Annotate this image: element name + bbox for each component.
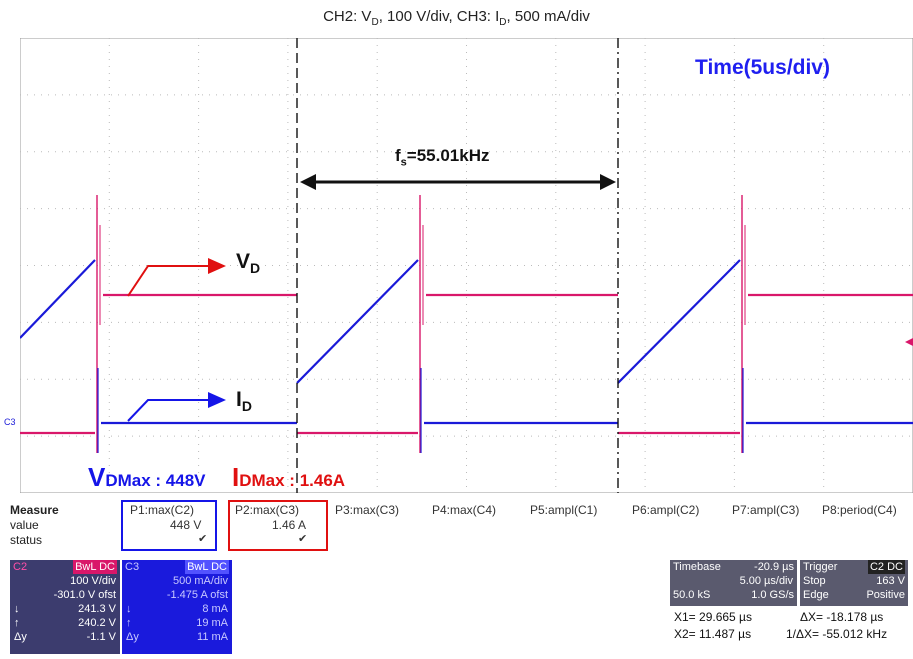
vd-pointer-head — [208, 258, 226, 274]
c3-channel-panel[interactable]: C3 BwL DC 500 mA/div -1.475 A ofst ↓ 8 mA… — [122, 560, 232, 654]
c2-offset: -301.0 V ofst — [53, 589, 116, 601]
timebase-delay: -20.9 µs — [754, 561, 794, 573]
cursor-inv-dx: 1/ΔX= -55.012 kHz — [786, 627, 888, 641]
trigger-panel[interactable]: Trigger C2 DC Stop 163 V Edge Positive — [800, 560, 908, 606]
c3-name: C3 — [125, 561, 140, 573]
timebase-samples: 50.0 kS — [673, 589, 711, 601]
measure-p2-label[interactable]: P2:max(C3) — [235, 503, 300, 517]
measure-p3-label[interactable]: P3:max(C3) — [335, 503, 400, 517]
trigger-type: Edge — [803, 589, 829, 601]
c2-name: C2 — [13, 561, 28, 573]
measure-p2-status-icon: ✔ — [298, 533, 308, 545]
id-trace-ramp — [617, 259, 741, 384]
c3-cursor-up-icon: ↑ — [126, 617, 132, 629]
vd-trace-label: VD — [236, 250, 261, 277]
trigger-level-marker — [905, 338, 913, 346]
p2-highlight-box — [228, 500, 328, 551]
time-scale-label: Time(5us/div) — [695, 56, 830, 79]
id-pointer-head — [208, 392, 226, 408]
id-trace-ramp — [20, 259, 96, 339]
traces — [20, 195, 913, 453]
c3-scale: 500 mA/div — [172, 575, 228, 587]
c2-delta-label: Δy — [14, 631, 27, 643]
c3-channel-marker: C3 — [4, 417, 16, 427]
timebase-div: 5.00 µs/div — [739, 575, 793, 587]
measure-p4-label[interactable]: P4:max(C4) — [432, 503, 497, 517]
id-pointer-line — [127, 399, 210, 422]
measure-p1-value: 448 V — [170, 518, 202, 532]
c3-offset: -1.475 A ofst — [166, 589, 228, 601]
period-arrow-left-head — [300, 174, 316, 190]
timebase-label: Timebase — [673, 561, 721, 573]
c2-channel-panel[interactable]: C2 BwL DC 100 V/div -301.0 V ofst ↓ 241.3… — [10, 560, 120, 654]
measure-row-value: value — [10, 518, 39, 532]
c2-cursor2: 240.2 V — [78, 617, 116, 629]
cursor-x2: X2= 11.487 µs — [674, 627, 752, 641]
cursor-x1: X1= 29.665 µs — [674, 610, 752, 624]
c3-delta: 11 mA — [197, 631, 228, 643]
frequency-label: fs=55.01kHz — [395, 146, 490, 169]
c3-cursor-down-icon: ↓ — [126, 603, 132, 615]
id-max-annotation: IDMax : 1.46A — [232, 462, 346, 492]
trigger-slope: Positive — [866, 589, 905, 601]
measure-p5-label[interactable]: P5:ampl(C1) — [530, 503, 598, 517]
c3-cursor2: 19 mA — [196, 617, 228, 629]
period-arrow-right-head — [600, 174, 616, 190]
measure-p2-value: 1.46 A — [272, 518, 307, 532]
trigger-label: Trigger — [803, 561, 838, 573]
c3-delta-label: Δy — [126, 631, 139, 643]
id-trace-ramp — [296, 259, 419, 384]
p1-highlight-box — [121, 500, 217, 551]
c3-badge: BwL DC — [185, 560, 229, 574]
c2-delta: -1.1 V — [86, 631, 116, 643]
timebase-panel[interactable]: Timebase -20.9 µs 5.00 µs/div 50.0 kS 1.0 … — [670, 560, 797, 606]
c2-cursor-down-icon: ↓ — [14, 603, 20, 615]
vd-pointer-line — [127, 265, 210, 297]
measure-p1-status-icon: ✔ — [198, 533, 208, 545]
measure-row-status: status — [10, 533, 43, 547]
measure-p6-label[interactable]: P6:ampl(C2) — [632, 503, 700, 517]
trigger-badge: C2 DC — [867, 560, 905, 574]
c2-cursor-up-icon: ↑ — [14, 617, 20, 629]
id-trace-label: ID — [236, 388, 252, 415]
measure-header[interactable]: Measure — [10, 503, 59, 517]
timebase-rate: 1.0 GS/s — [751, 589, 794, 601]
c2-scale: 100 V/div — [70, 575, 116, 587]
c2-badge: BwL DC — [73, 560, 117, 574]
waveform-display — [20, 38, 913, 493]
measure-p1-label[interactable]: P1:max(C2) — [130, 503, 195, 517]
cursor-markers — [127, 38, 913, 493]
scope-title: CH2: VD, 100 V/div, CH3: ID, 500 mA/div — [323, 8, 590, 28]
measure-p7-label[interactable]: P7:ampl(C3) — [732, 503, 800, 517]
c2-cursor1: 241.3 V — [78, 603, 116, 615]
cursor-dx: ΔX= -18.178 µs — [800, 610, 884, 624]
trigger-level: 163 V — [876, 575, 905, 587]
vd-max-annotation: VDMax : 448V — [88, 462, 206, 492]
c3-cursor1: 8 mA — [202, 603, 228, 615]
measure-p8-label[interactable]: P8:period(C4) — [822, 503, 897, 517]
trigger-mode: Stop — [803, 575, 826, 587]
